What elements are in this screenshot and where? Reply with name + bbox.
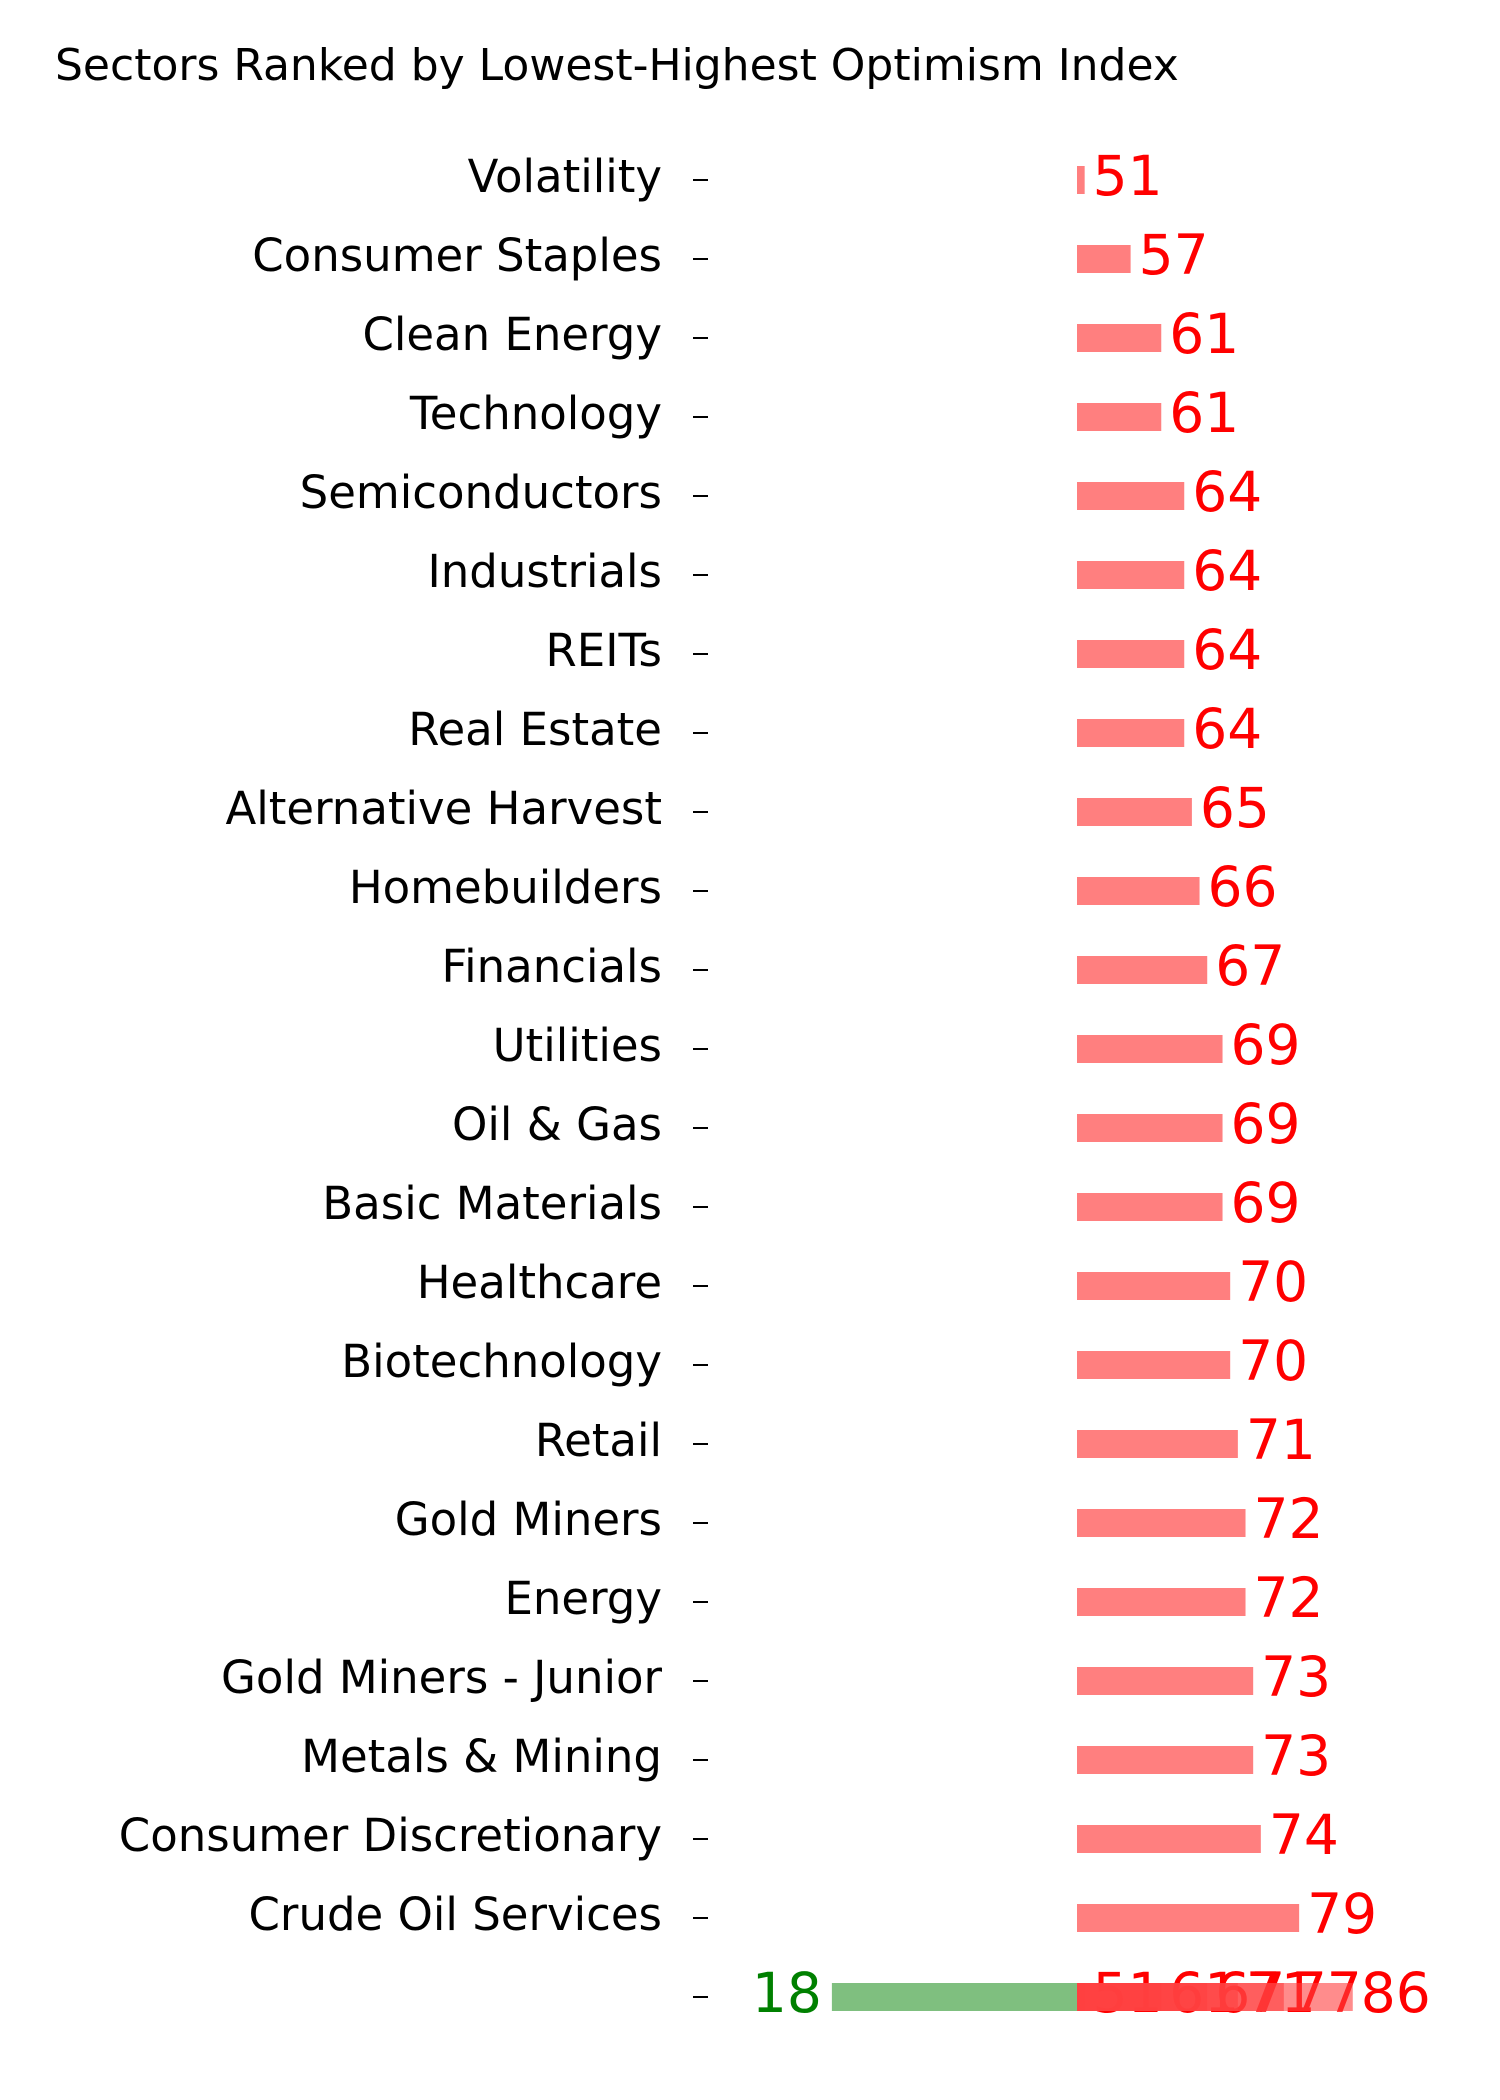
overlay-bar: [1077, 1983, 1353, 2011]
bar: [1077, 482, 1185, 510]
value-label: 79: [1307, 1882, 1377, 1946]
bar: [1077, 1193, 1223, 1221]
bar: [1077, 1509, 1246, 1537]
value-label: 70: [1238, 1329, 1308, 1393]
bar: [1077, 1114, 1223, 1142]
bar: [1077, 324, 1162, 352]
value-label: 61: [1169, 302, 1239, 366]
y-tick-label: Crude Oil Services: [249, 1888, 662, 1941]
value-label: 72: [1254, 1566, 1324, 1630]
value-label: 72: [1254, 1487, 1324, 1551]
y-tick-label: Utilities: [493, 1019, 662, 1072]
y-tick-label: Consumer Discretionary: [119, 1809, 662, 1862]
bar: [1077, 956, 1208, 984]
value-label: 18: [752, 1961, 822, 2025]
y-tick-label: Basic Materials: [322, 1177, 662, 1230]
value-label: 61: [1169, 381, 1239, 445]
y-tick-label: Consumer Staples: [252, 229, 662, 282]
value-label: 73: [1261, 1645, 1331, 1709]
value-label: 64: [1192, 618, 1262, 682]
bar: [1077, 1746, 1254, 1774]
y-tick-label: Healthcare: [417, 1256, 662, 1309]
bar: [831, 1983, 1077, 2011]
value-label: 74: [1269, 1803, 1339, 1867]
bar: [1077, 719, 1185, 747]
bar: [1077, 1588, 1246, 1616]
bar: [1077, 1667, 1254, 1695]
value-label: 66: [1208, 855, 1278, 919]
y-tick-label: Oil & Gas: [452, 1098, 662, 1151]
value-label: 69: [1231, 1092, 1301, 1156]
bar: [1077, 403, 1162, 431]
y-tick-label: REITs: [546, 624, 662, 677]
y-tick-label: Retail: [535, 1414, 662, 1467]
value-label: 70: [1238, 1250, 1308, 1314]
bar: [1077, 166, 1085, 194]
y-tick-label: Real Estate: [408, 703, 662, 756]
bar: [1077, 1825, 1261, 1853]
y-tick-label: Financials: [442, 940, 663, 993]
bar: [1077, 640, 1185, 668]
value-label: 69: [1231, 1013, 1301, 1077]
bar: [1077, 561, 1185, 589]
bar: [1077, 1351, 1231, 1379]
value-label: 57: [1139, 223, 1209, 287]
bar: [1077, 1272, 1231, 1300]
y-tick-label: Industrials: [428, 545, 663, 598]
chart-title: Sectors Ranked by Lowest-Highest Optimis…: [55, 40, 1179, 91]
bar: [1077, 1904, 1300, 1932]
y-tick-label: Gold Miners: [395, 1493, 662, 1546]
y-tick-label: Semiconductors: [300, 466, 662, 519]
value-label: 71: [1246, 1408, 1316, 1472]
y-tick-label: Clean Energy: [362, 308, 662, 361]
bar: [1077, 245, 1131, 273]
y-tick-label: Homebuilders: [349, 861, 662, 914]
y-tick-label: Volatility: [468, 150, 662, 203]
value-label: 64: [1192, 539, 1262, 603]
value-label: 67: [1215, 934, 1285, 998]
value-label: 65: [1200, 776, 1270, 840]
value-label: 64: [1192, 697, 1262, 761]
y-tick-label: Gold Miners - Junior: [221, 1651, 662, 1704]
bar: [1077, 1035, 1223, 1063]
bar: [1077, 1430, 1238, 1458]
value-label: 69: [1231, 1171, 1301, 1235]
bar: [1077, 877, 1200, 905]
value-label: 73: [1261, 1724, 1331, 1788]
y-tick-label: Alternative Harvest: [225, 782, 662, 835]
y-tick-label: Energy: [504, 1572, 662, 1625]
value-label: 64: [1192, 460, 1262, 524]
bar: [1077, 798, 1192, 826]
y-tick-label: Technology: [409, 387, 662, 440]
y-tick-label: Biotechnology: [341, 1335, 662, 1388]
value-label: 51: [1093, 144, 1163, 208]
y-tick-label: Metals & Mining: [301, 1730, 662, 1783]
overlay-value-label: 86: [1361, 1961, 1431, 2025]
